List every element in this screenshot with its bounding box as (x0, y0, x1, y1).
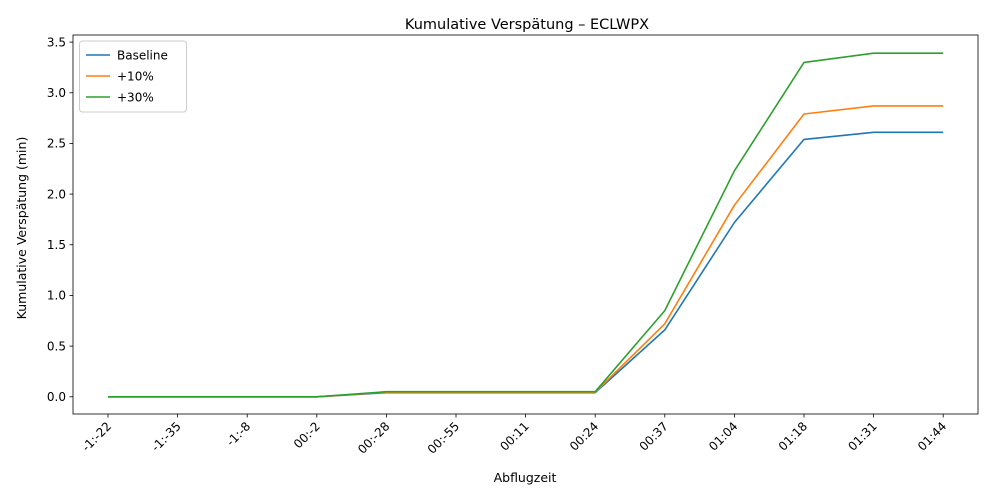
y-tick-label: 0.5 (47, 339, 66, 353)
x-tick-label: 00:-55 (425, 419, 462, 456)
legend: Baseline +10% +30% (79, 40, 187, 113)
legend-box (79, 40, 187, 113)
y-tick-label: 2.5 (47, 137, 66, 151)
series-line-2 (108, 105, 944, 398)
x-tick-label: 01:04 (706, 419, 740, 453)
x-tick-label: 00:11 (497, 419, 531, 453)
x-tick-label: 00:-2 (291, 419, 323, 451)
x-tick-label: -1:-8 (224, 419, 254, 449)
y-tick-label: 0.0 (47, 390, 66, 404)
x-tick-label: -1:-35 (149, 419, 184, 454)
x-tick-label: 01:44 (915, 419, 949, 453)
y-tick-label: 3.5 (47, 35, 66, 49)
x-tick-label: -1:-22 (79, 419, 114, 454)
y-tick-label: 1.5 (47, 238, 66, 252)
x-tick-label: 01:18 (776, 419, 810, 453)
series-line-3 (108, 52, 944, 398)
x-tick-label: 00:37 (637, 419, 671, 453)
y-axis-label: Kumulative Verspätung (min) (14, 137, 29, 320)
axes-frame (72, 34, 979, 415)
x-tick-label: 01:31 (845, 419, 879, 453)
x-axis-label: Abflugzeit (494, 470, 557, 485)
chart-title: Kumulative Verspätung – ECLWPX (405, 17, 649, 33)
legend-label-1: Baseline (117, 48, 168, 62)
x-tick-label: 00:24 (567, 419, 601, 453)
y-tick-label: 3.0 (47, 86, 66, 100)
plot-area: 0.0 0.5 1.0 1.5 2.0 2.5 3.0 3.5 -1:-22 -1:-35 -1:-… (47, 34, 979, 457)
x-tick-label: 00:-28 (355, 419, 392, 456)
series-line-1 (108, 131, 944, 398)
legend-label-3: +30% (117, 90, 154, 104)
y-tick-label: 2.0 (47, 187, 66, 201)
y-tick-label: 1.0 (47, 289, 66, 303)
legend-label-2: +10% (117, 69, 154, 83)
